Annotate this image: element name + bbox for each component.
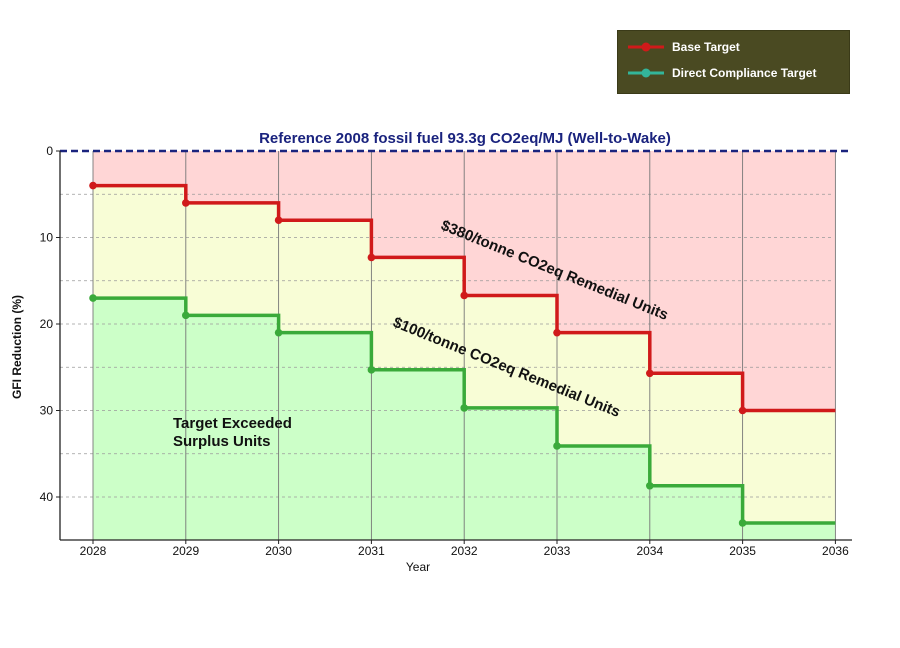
point-dc-2032	[460, 404, 469, 412]
annotation-target-exceeded: Target Exceeded	[173, 415, 292, 432]
x-tick-label-2029: 2029	[172, 544, 199, 558]
series-line-base-target	[93, 183, 836, 413]
x-axis-label: Year	[406, 560, 430, 574]
point-dc-2034	[646, 481, 654, 490]
y-tick-label-30: 30	[40, 404, 54, 418]
legend-label-base-target: Base Target	[672, 40, 740, 54]
point-base-2030	[274, 216, 283, 224]
point-base-2033	[553, 328, 561, 337]
x-tick-label-2028: 2028	[80, 544, 107, 558]
point-base-2035	[738, 406, 747, 415]
legend-item-base-target: Base Target	[626, 39, 740, 55]
x-tick-label-2032: 2032	[451, 544, 478, 558]
x-tick-label-2033: 2033	[544, 544, 571, 558]
point-dc-2035	[738, 519, 747, 527]
chart-title: Reference 2008 fossil fuel 93.3g CO2eq/M…	[259, 130, 671, 147]
legend: Base Target Direct Compliance Target	[617, 30, 850, 94]
red-line-marker-icon	[628, 42, 664, 52]
point-dc-2033	[553, 442, 561, 450]
point-base-2034	[646, 369, 654, 378]
x-tick-label-2034: 2034	[636, 544, 663, 558]
y-tick-label-20: 20	[40, 317, 54, 331]
legend-item-direct-compliance: Direct Compliance Target	[626, 65, 816, 81]
x-tick-label-2035: 2035	[729, 544, 756, 558]
x-tick-label-2031: 2031	[358, 544, 385, 558]
point-dc-2028	[89, 294, 97, 302]
chart-grid	[60, 149, 852, 540]
point-base-2031	[367, 253, 376, 262]
point-dc-2030	[274, 328, 283, 337]
series-line-direct-compliance	[93, 296, 836, 525]
point-base-2032	[460, 291, 469, 300]
annotation-surplus-units: Surplus Units	[173, 433, 271, 450]
point-dc-2029	[182, 311, 190, 320]
y-axis-label: GFI Reduction (%)	[10, 295, 24, 399]
teal-line-marker-icon	[628, 68, 664, 78]
y-tick-label-10: 10	[40, 231, 54, 245]
x-tick-label-2036: 2036	[822, 544, 849, 558]
y-tick-label-0: 0	[46, 144, 53, 158]
point-dc-2031	[367, 366, 376, 374]
x-tick-label-2030: 2030	[265, 544, 292, 558]
y-tick-label-40: 40	[40, 490, 54, 504]
chart-series	[89, 181, 836, 527]
legend-label-direct-compliance: Direct Compliance Target	[672, 66, 817, 80]
point-base-2028	[89, 181, 97, 190]
point-base-2029	[182, 199, 190, 207]
